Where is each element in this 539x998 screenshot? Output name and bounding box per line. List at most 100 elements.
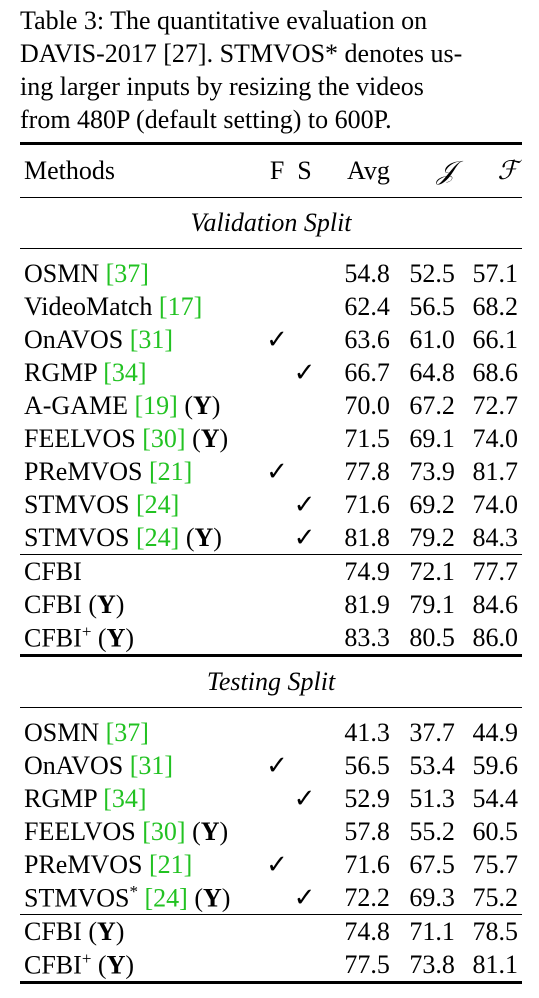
- youtube-vos-letter: Y: [96, 916, 116, 946]
- score-fm: 68.2: [472, 291, 519, 321]
- score-j: 73.9: [409, 456, 455, 486]
- youtube-vos-marker: (Y): [88, 916, 125, 946]
- method-name: CFBI: [24, 589, 82, 619]
- flag-f-check: [266, 782, 288, 815]
- table-row: FEELVOS [30] (Y) 57.8 55.2 60.5: [20, 815, 522, 848]
- table-caption: Table 3: The quantitative evaluation on …: [20, 4, 522, 136]
- table-row-ours: CFBI (Y) 81.9 79.1 84.6: [20, 588, 522, 621]
- flag-f-check: ✓: [266, 750, 288, 780]
- score-fm: 72.7: [472, 390, 519, 420]
- youtube-vos-letter: Y: [106, 623, 126, 653]
- score-avg: 71.5: [344, 423, 390, 453]
- score-avg: 77.5: [344, 949, 390, 979]
- flag-f-check: [266, 290, 288, 323]
- citation-link: [24]: [144, 883, 188, 913]
- method-cell: OSMN [37]: [20, 708, 266, 750]
- score-fm: 60.5: [472, 816, 519, 846]
- method-name: A-GAME: [24, 390, 128, 420]
- method-name: PReMVOS: [24, 849, 143, 879]
- score-avg: 62.4: [344, 291, 390, 321]
- score-j: 37.7: [409, 717, 455, 747]
- score-j: 72.1: [409, 556, 455, 586]
- header-fm: ℱ: [497, 156, 518, 186]
- table-row-ours: CFBI 74.9 72.1 77.7: [20, 554, 522, 589]
- method-name: RGMP: [24, 783, 97, 813]
- youtube-vos-letter: Y: [202, 883, 222, 913]
- flag-f-check: [266, 588, 288, 621]
- score-avg: 57.8: [344, 816, 390, 846]
- flag-s-check: [288, 455, 321, 488]
- method-name: PReMVOS: [24, 456, 143, 486]
- table-row-ours: CFBI+ (Y) 77.5 73.8 81.1: [20, 948, 522, 983]
- method-cell: A-GAME [19] (Y): [20, 389, 266, 422]
- flag-f-check: ✓: [266, 324, 288, 354]
- youtube-vos-marker: (Y): [97, 623, 135, 653]
- flag-s-check: [288, 848, 321, 881]
- score-j: 64.8: [409, 357, 455, 387]
- flag-f-check: ✓: [266, 456, 288, 486]
- flag-f-check: [266, 881, 288, 915]
- method-name: STMVOS: [24, 489, 130, 519]
- method-name: CFBI: [24, 623, 82, 653]
- youtube-vos-letter: Y: [200, 423, 220, 453]
- table-row: OnAVOS [31] ✓ 63.6 61.0 66.1: [20, 323, 522, 356]
- score-avg: 52.9: [344, 783, 390, 813]
- score-j: 55.2: [409, 816, 455, 846]
- results-table: Methods F S Avg 𝒥 ℱ Validation Split OSMN…: [20, 142, 522, 984]
- score-avg: 56.5: [344, 750, 390, 780]
- flag-f-check: [266, 488, 288, 521]
- flag-s-check: [288, 389, 321, 422]
- score-fm: 59.6: [472, 750, 519, 780]
- score-avg: 77.8: [344, 456, 390, 486]
- method-name: STMVOS: [24, 883, 130, 913]
- table-row: PReMVOS [21] ✓ 77.8 73.9 81.7: [20, 455, 522, 488]
- score-avg: 41.3: [344, 717, 390, 747]
- citation-link: [19]: [134, 390, 178, 420]
- table-row: FEELVOS [30] (Y) 71.5 69.1 74.0: [20, 422, 522, 455]
- table-row: OSMN [37] 41.3 37.7 44.9: [20, 707, 522, 750]
- score-j: 69.3: [409, 882, 455, 912]
- flag-s-check: ✓: [293, 489, 316, 519]
- caption-line-3: ing larger inputs by resizing the videos: [20, 72, 424, 101]
- method-cell: CFBI+ (Y): [20, 948, 266, 983]
- citation-link: [24]: [135, 522, 180, 552]
- citation-link: [31]: [129, 324, 174, 354]
- flag-f-check: [266, 815, 288, 848]
- header-f: F: [269, 156, 285, 185]
- youtube-vos-letter: Y: [106, 950, 126, 980]
- score-fm: 74.0: [472, 489, 519, 519]
- header-avg: Avg: [347, 156, 390, 185]
- table-row: OnAVOS [31] ✓ 56.5 53.4 59.6: [20, 749, 522, 782]
- score-j: 71.1: [409, 916, 455, 946]
- citation-link: [31]: [129, 750, 174, 780]
- method-superscript: *: [129, 881, 138, 901]
- citation-link: [24]: [135, 489, 180, 519]
- flag-f-check: [266, 915, 288, 949]
- method-name: OSMN: [24, 258, 100, 288]
- flag-f-check: [266, 389, 288, 422]
- youtube-vos-letter: Y: [193, 390, 212, 420]
- score-j: 73.8: [409, 949, 455, 979]
- header-methods: Methods: [24, 156, 115, 185]
- method-name: STMVOS: [24, 522, 130, 552]
- score-fm: 74.0: [472, 423, 519, 453]
- caption-line-1: Table 3: The quantitative evaluation on: [20, 6, 428, 35]
- flag-s-check: [288, 555, 321, 589]
- table-row: STMVOS [24] (Y) ✓ 81.8 79.2 84.3: [20, 521, 522, 555]
- method-cell: OnAVOS [31]: [20, 323, 266, 356]
- youtube-vos-letter: Y: [200, 816, 220, 846]
- score-avg: 74.8: [344, 916, 390, 946]
- flag-s-check: [288, 948, 321, 983]
- method-cell: CFBI (Y): [20, 915, 266, 949]
- split-title: Testing Split: [206, 667, 336, 696]
- youtube-vos-letter: Y: [194, 522, 214, 552]
- method-cell: RGMP [34]: [20, 356, 266, 389]
- score-fm: 66.1: [472, 324, 519, 354]
- split-title-row: Testing Split: [20, 655, 522, 708]
- method-cell: PReMVOS [21]: [20, 848, 266, 881]
- score-fm: 54.4: [472, 783, 519, 813]
- method-name: FEELVOS: [24, 816, 136, 846]
- method-cell: FEELVOS [30] (Y): [20, 422, 266, 455]
- score-fm: 75.2: [472, 882, 519, 912]
